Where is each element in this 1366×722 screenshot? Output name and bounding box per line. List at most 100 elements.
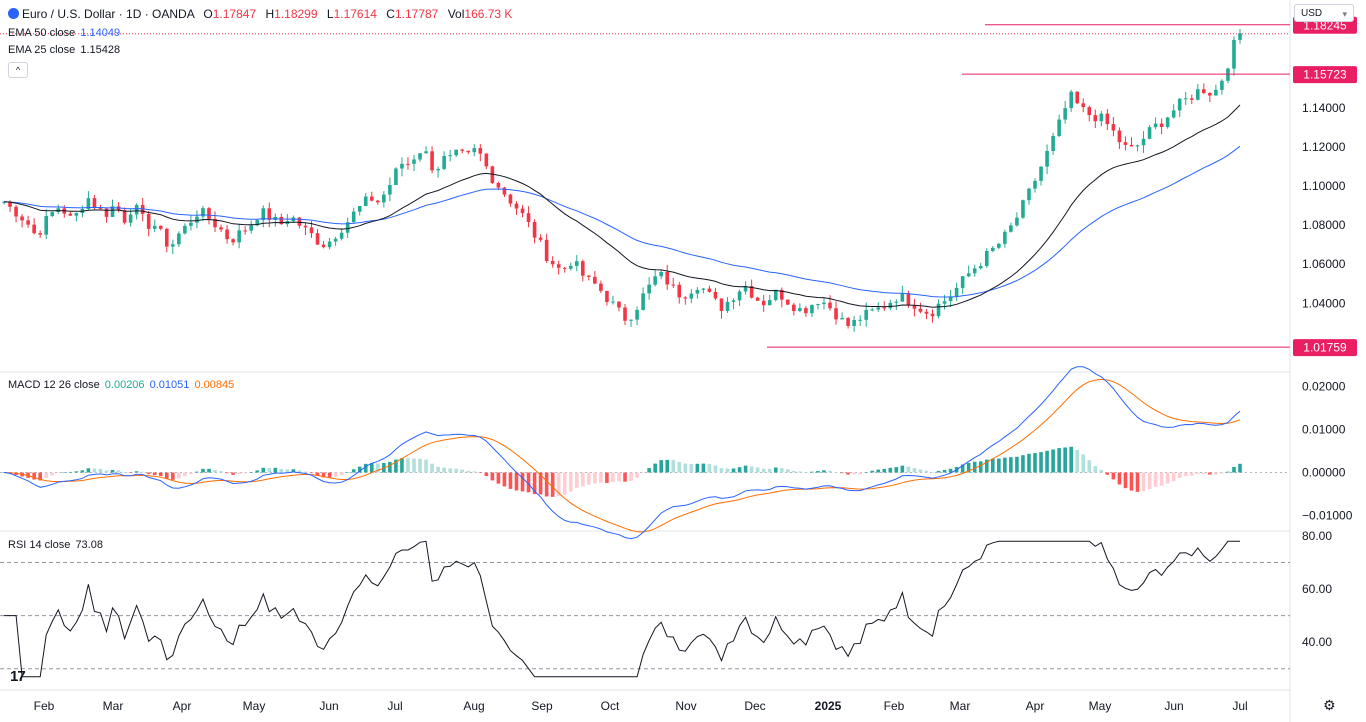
macd-histogram-bar [1195,472,1200,474]
time-tick-label: Nov [675,699,696,713]
rsi-line [4,540,1240,678]
candle-body [635,309,639,320]
macd-histogram-bar [38,472,42,481]
candle-body [942,301,947,304]
candle-body [689,293,694,299]
macd-histogram-bar [80,470,85,473]
candle-body [852,319,856,326]
candle-body [556,264,561,268]
tradingview-logo-icon[interactable]: 17 [10,668,26,685]
macd-histogram-bar [327,472,332,478]
time-tick-label: Jul [1232,699,1247,713]
macd-histogram-bar [568,472,573,492]
macd-histogram-bar [68,471,73,473]
macd-histogram-bar [225,472,229,474]
candle-body [1111,124,1116,131]
macd-histogram-bar [1153,472,1158,487]
macd-legend[interactable]: MACD 12 26 close 0.00206 0.01051 0.00845 [8,379,235,391]
candle-body [104,208,109,217]
candle-body [1003,231,1007,244]
ema25-legend[interactable]: EMA 25 close 1.15428 [8,44,121,56]
price-axis[interactable]: 1.182451.157231.017591.140001.120001.100… [1293,16,1357,357]
candle-body [448,155,452,157]
candle-body [978,265,983,269]
candle-body [1214,89,1218,96]
candle-body [864,309,868,320]
candle-body [761,300,766,306]
macd-histogram-bar [466,470,471,473]
candle-body [562,267,567,269]
candle-body [1153,123,1158,128]
macd-histogram-bar [369,463,374,473]
candle-body [1165,117,1170,128]
level-label-bg [1293,66,1357,84]
macd-histogram-bar [213,470,217,473]
candle-body [1027,188,1031,201]
macd-tick-label: 0.01000 [1302,422,1346,436]
candle-body [201,208,205,217]
macd-pane[interactable]: 0.02000 0.01000 0.00000 −0.01000 [0,366,1353,540]
macd-histogram-bar [351,469,356,473]
macd-histogram-bar [605,472,609,483]
rsi-pane[interactable]: 80.00 60.00 40.00 [0,529,1332,678]
candle-body [20,216,24,221]
macd-histogram-bar [183,472,187,477]
macd-histogram-bar [140,471,145,473]
macd-histogram-bar [1208,472,1212,475]
candle-body [593,276,597,284]
macd-histogram-bar [671,459,676,473]
price-pane[interactable] [0,24,1290,348]
candle-body [1039,166,1043,181]
ema50-legend[interactable]: EMA 50 close 1.14049 [8,27,121,39]
candle-body [647,284,651,294]
macd-histogram-bar [418,458,422,473]
candle-body [792,304,796,312]
currency-selector[interactable]: USD ▾ [1294,4,1354,22]
collapse-legend-button[interactable]: ^ [8,62,28,78]
candle-body [876,307,881,310]
gear-icon[interactable]: ⚙ [1323,697,1336,713]
time-tick-label: Dec [744,699,765,713]
macd-histogram-bar [611,472,615,482]
candle-body [406,163,410,165]
macd-histogram-bar [164,472,169,479]
macd-histogram-bar [394,459,398,473]
candle-body [520,208,525,214]
candle-body [623,307,627,321]
time-tick-label: Mar [950,699,971,713]
macd-histogram-bar [767,468,772,473]
candle-body [140,204,145,214]
macd-histogram-bar [1015,456,1019,473]
candle-body [701,288,706,290]
candle-body [171,244,175,247]
candle-body [327,241,332,248]
rsi-legend[interactable]: RSI 14 close 73.08 [8,539,103,551]
macd-histogram-bar [201,468,205,473]
candle-body [966,273,971,277]
macd-histogram-bar [1003,457,1007,473]
candle-body [924,311,929,314]
macd-histogram-bar [92,468,97,473]
candle-body [369,196,374,201]
candle-body [948,296,953,302]
macd-histogram-bar [834,472,838,473]
candle-body [261,208,266,221]
candle-body [315,233,320,245]
candle-body [1015,217,1019,226]
time-axis[interactable]: Feb Mar Apr May Jun Jul Aug Sep Oct Nov Dec 2025 Feb… [34,699,1248,713]
candle-body [1177,98,1182,111]
symbol-legend[interactable]: Euro / U.S. Dollar · 1D · OANDA O1.17847… [8,7,512,21]
macd-histogram-bar [400,458,404,473]
candle-body [460,149,465,151]
candle-body [68,213,73,216]
macd-histogram-bar [32,472,36,480]
macd-histogram-bar [544,472,549,497]
price-tick-label: 1.08000 [1302,218,1346,232]
time-tick-label: Apr [173,699,192,713]
macd-tick-label: 0.02000 [1302,379,1346,393]
macd-histogram-bar [870,470,875,473]
candle-body [297,217,302,226]
macd-histogram-bar [189,472,193,475]
macd-histogram-bar [798,471,802,473]
